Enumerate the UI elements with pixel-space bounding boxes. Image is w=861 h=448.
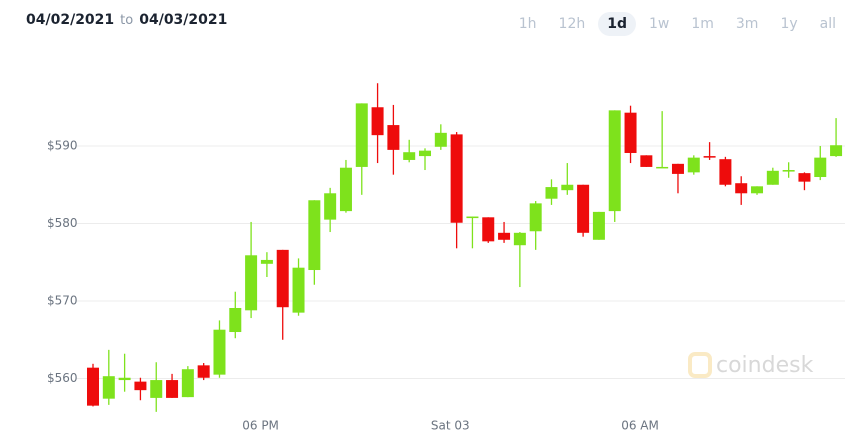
candle-body	[608, 110, 621, 212]
candle-body	[371, 107, 384, 136]
candle-body	[482, 217, 495, 242]
candle-body	[687, 157, 700, 173]
candle-body	[513, 232, 526, 246]
x-tick-label: 06 AM	[621, 419, 659, 433]
date-range: 04/02/2021 to 04/03/2021	[26, 12, 227, 28]
from-date: 04/02/2021	[26, 12, 115, 28]
candle-body	[719, 159, 732, 185]
candle-body	[197, 365, 210, 378]
range-button[interactable]: 12h	[558, 16, 586, 32]
y-tick-label: $570	[47, 294, 78, 308]
candle-body	[324, 193, 337, 220]
range-button[interactable]: all	[819, 16, 836, 32]
y-tick-label: $580	[47, 216, 78, 230]
candle-body	[735, 183, 748, 194]
y-tick-label: $560	[47, 371, 78, 385]
candle-body	[229, 307, 242, 333]
candle-body	[656, 166, 669, 169]
plot: $560 $570 $580 $590 06 PM Sat 03 06 AM	[47, 83, 845, 433]
range-button[interactable]: 1h	[518, 16, 537, 32]
candle-body	[703, 156, 716, 158]
candle-body	[592, 211, 605, 240]
candle-body	[814, 157, 827, 178]
candle-body	[466, 216, 479, 219]
candle-body	[403, 152, 416, 160]
candle-body	[150, 380, 163, 398]
to-date: 04/03/2021	[139, 12, 228, 28]
x-tick-label: Sat 03	[431, 419, 470, 433]
candle-body	[798, 173, 811, 182]
to-word: to	[120, 13, 134, 28]
candle-body	[118, 377, 131, 381]
candle-body	[419, 150, 432, 157]
range-button[interactable]: 3m	[735, 16, 759, 32]
candle-body	[134, 381, 147, 391]
candle-body	[450, 134, 463, 223]
candle-body	[830, 145, 843, 157]
y-tick-label: $590	[47, 139, 78, 153]
x-tick-label: 06 PM	[242, 419, 279, 433]
candle-body	[766, 170, 779, 185]
candle-body	[545, 187, 558, 199]
candle-body	[260, 259, 273, 264]
candle-body	[87, 367, 99, 406]
candle-body	[434, 132, 447, 147]
candle-body	[276, 249, 289, 308]
candle-body	[751, 186, 764, 194]
candle-body	[339, 167, 352, 212]
candle-body	[577, 184, 590, 233]
candle-body	[213, 329, 226, 375]
candle-body	[102, 376, 115, 399]
candle-body	[671, 163, 684, 174]
watermark: coindesk	[716, 353, 814, 378]
range-button[interactable]: 1m	[691, 16, 714, 32]
candle-body	[181, 369, 194, 398]
candle-body	[498, 232, 511, 240]
candle-body	[292, 267, 305, 313]
watermark-logo	[688, 352, 712, 378]
candle-body	[640, 155, 653, 167]
candle-body	[387, 125, 400, 150]
candle-body	[782, 170, 795, 172]
candle-body	[166, 380, 179, 398]
candle-body	[355, 103, 368, 167]
candle-body	[529, 203, 542, 232]
range-buttons: 1h 12h 1d 1w 1m 3m 1y all	[510, 12, 845, 36]
range-button[interactable]: 1w	[648, 16, 670, 32]
candle-body	[561, 184, 574, 191]
candle-body	[624, 112, 637, 153]
range-button[interactable]: 1y	[780, 16, 798, 32]
candle-body	[245, 255, 258, 311]
candle-body	[308, 200, 321, 271]
range-button[interactable]: 1d	[598, 12, 636, 36]
